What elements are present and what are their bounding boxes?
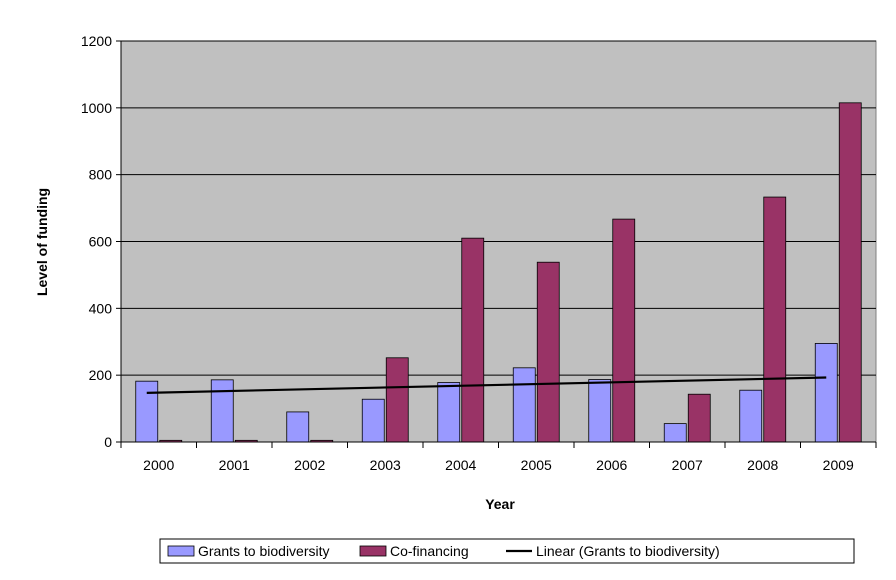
legend-label: Co-financing [390,543,469,559]
y-tick-label: 1200 [81,33,112,49]
bar-cofinancing-2003 [385,357,409,443]
bar-grants-2008 [739,389,763,443]
bar-grants-2002 [286,411,310,443]
x-tick-label: 2003 [370,457,401,473]
bar-grants-2003 [361,398,385,443]
x-tick-label: 2004 [445,457,476,473]
bar-cofinancing-2008 [763,196,787,443]
y-tick-label: 0 [104,434,112,450]
x-tick-label: 2008 [747,457,778,473]
x-tick-label: 2007 [672,457,703,473]
x-tick-label: 2002 [294,457,325,473]
y-tick-label: 400 [89,300,113,316]
y-tick-label: 1000 [81,100,112,116]
legend-label: Linear (Grants to biodiversity) [536,543,720,559]
bar-grants-2004 [437,382,461,443]
bar-grants-2001 [210,379,234,443]
x-tick-label: 2009 [823,457,854,473]
bar-cofinancing-2004 [461,237,485,443]
legend: Grants to biodiversity Co-financing Linear… [159,538,855,564]
x-tick-label: 2006 [596,457,627,473]
bar-cofinancing-2005 [536,261,560,443]
bar-grants-2009 [814,343,838,443]
bar-cofinancing-2009 [838,102,862,443]
y-axis-title: Level of funding [34,188,50,296]
y-tick-label: 600 [89,234,113,250]
trendline [146,376,827,394]
bar-grants-2006 [588,379,612,443]
bar-grants-2007 [663,423,687,443]
legend-swatch [359,545,387,557]
x-tick-label: 2001 [219,457,250,473]
bar-cofinancing-2006 [612,218,636,443]
x-tick-label: 2005 [521,457,552,473]
y-tick-label: 800 [89,167,113,183]
y-tick-label: 200 [89,367,113,383]
legend-label: Grants to biodiversity [198,543,330,559]
bar-grants-2000 [135,380,159,443]
bar-grants-2005 [512,367,536,443]
legend-swatch [167,545,195,557]
x-axis-title: Year [485,496,515,512]
x-tick-label: 2000 [143,457,174,473]
bar-cofinancing-2007 [687,393,711,443]
